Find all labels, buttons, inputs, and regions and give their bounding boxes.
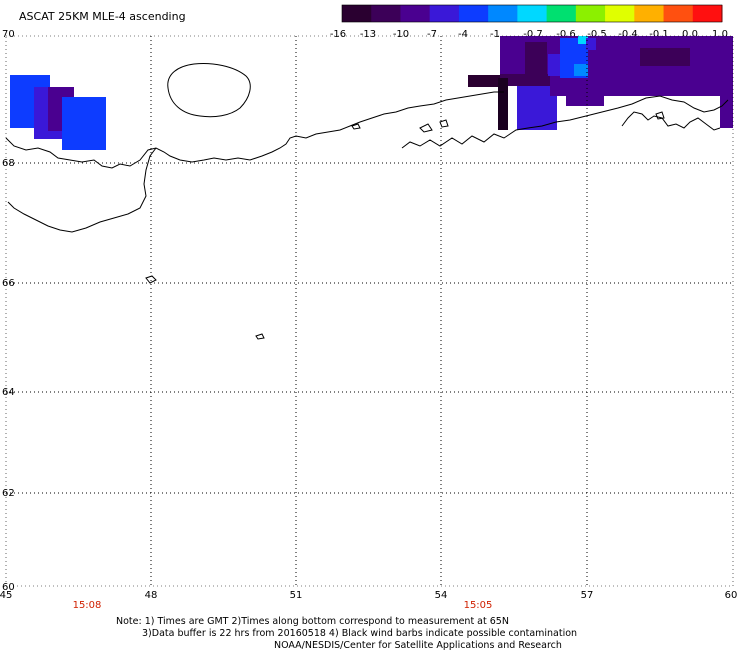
- swath-cell: [550, 78, 630, 96]
- lat-label: 70: [2, 29, 15, 40]
- lat-label: 62: [2, 488, 15, 499]
- y-axis-labels: 70 68 66 64 62 60: [2, 29, 15, 593]
- swath-cell: [548, 54, 560, 76]
- note-line-1: Note: 1) Times are GMT 2)Times along bot…: [116, 616, 509, 627]
- mainland-coast: [5, 91, 504, 169]
- colorbar-tick: -1: [490, 29, 500, 40]
- lon-label: 48: [145, 590, 158, 601]
- wind-data-swaths: [10, 36, 733, 150]
- colorbar-ticks: -16 -13 -10 -7 -4 -1 -0.7 -0.6 -0.5 -0.4…: [330, 29, 728, 40]
- colorbar-segment: [692, 5, 723, 22]
- lon-label: 45: [0, 590, 12, 601]
- colorbar-segment: [663, 5, 694, 22]
- note-line-2: 3)Data buffer is 22 hrs from 20160518 4)…: [142, 628, 577, 639]
- plot-frame: [5, 35, 734, 587]
- colorbar-segment: [546, 5, 577, 22]
- lat-label: 64: [2, 387, 15, 398]
- colorbar-segment: [517, 5, 548, 22]
- swath-cell: [578, 36, 588, 44]
- colorbar-tick: -0.4: [618, 29, 638, 40]
- map-title: ASCAT 25KM MLE-4 ascending: [19, 10, 186, 23]
- colorbar-frame: [341, 4, 723, 23]
- colorbar-segment: [371, 5, 401, 22]
- swath-cell: [586, 38, 596, 50]
- peninsula-coast: [621, 111, 721, 131]
- colorbar-tick: -0.7: [523, 29, 543, 40]
- swath-cell: [500, 74, 550, 86]
- swath-cell: [566, 92, 604, 106]
- time-label-east: 15:05: [464, 600, 493, 611]
- colorbar-segment: [400, 5, 431, 22]
- small-islet: [255, 333, 265, 340]
- mainland-south: [7, 147, 157, 233]
- small-islet: [655, 111, 665, 120]
- small-islet: [419, 123, 433, 133]
- colorbar-tick: -16: [330, 29, 346, 40]
- colorbar-tick: -0.1: [649, 29, 669, 40]
- colorbar-segment: [458, 5, 489, 22]
- pechora-coast: [401, 95, 729, 149]
- colorbar-tick: -7: [427, 29, 437, 40]
- lat-label: 60: [2, 582, 15, 593]
- colorbar-tick: -0.5: [587, 29, 607, 40]
- lon-label: 60: [725, 590, 738, 601]
- colorbar-tick: -13: [360, 29, 376, 40]
- colorbar: [341, 4, 723, 23]
- colorbar-segment: [575, 5, 606, 22]
- note-line-3: NOAA/NESDIS/Center for Satellite Applica…: [274, 640, 562, 650]
- colorbar-tick: 0.0: [682, 29, 698, 40]
- swath-cell: [574, 64, 588, 76]
- colorbar-segment: [488, 5, 518, 22]
- time-label-west: 15:08: [73, 600, 102, 611]
- swath-cell: [720, 94, 733, 128]
- swath-cell: [468, 75, 500, 87]
- lon-label: 51: [290, 590, 303, 601]
- lat-label: 66: [2, 278, 15, 289]
- swath-cell: [620, 78, 733, 96]
- lat-label: 68: [2, 158, 15, 169]
- swath-cell: [525, 42, 547, 74]
- swath-cell: [640, 48, 690, 66]
- coastline: [5, 63, 729, 340]
- colorbar-segment: [634, 5, 665, 22]
- colorbar-tick: -10: [393, 29, 409, 40]
- colorbar-tick: 1.0: [712, 29, 728, 40]
- colorbar-segment: [605, 5, 635, 22]
- swath-cell: [62, 97, 106, 150]
- colorbar-tick: -4: [458, 29, 468, 40]
- x-axis-labels: 45 48 51 54 57 60: [0, 590, 737, 601]
- small-islet: [145, 275, 157, 284]
- small-islet: [351, 123, 361, 130]
- colorbar-segment: [429, 5, 460, 22]
- small-islet: [439, 119, 449, 128]
- colorbar-segment: [342, 5, 372, 22]
- swath-cell: [498, 78, 508, 130]
- colorbar-tick: -0.6: [556, 29, 576, 40]
- lon-label: 57: [581, 590, 594, 601]
- kolguev-island: [167, 63, 251, 118]
- lon-label: 54: [435, 590, 448, 601]
